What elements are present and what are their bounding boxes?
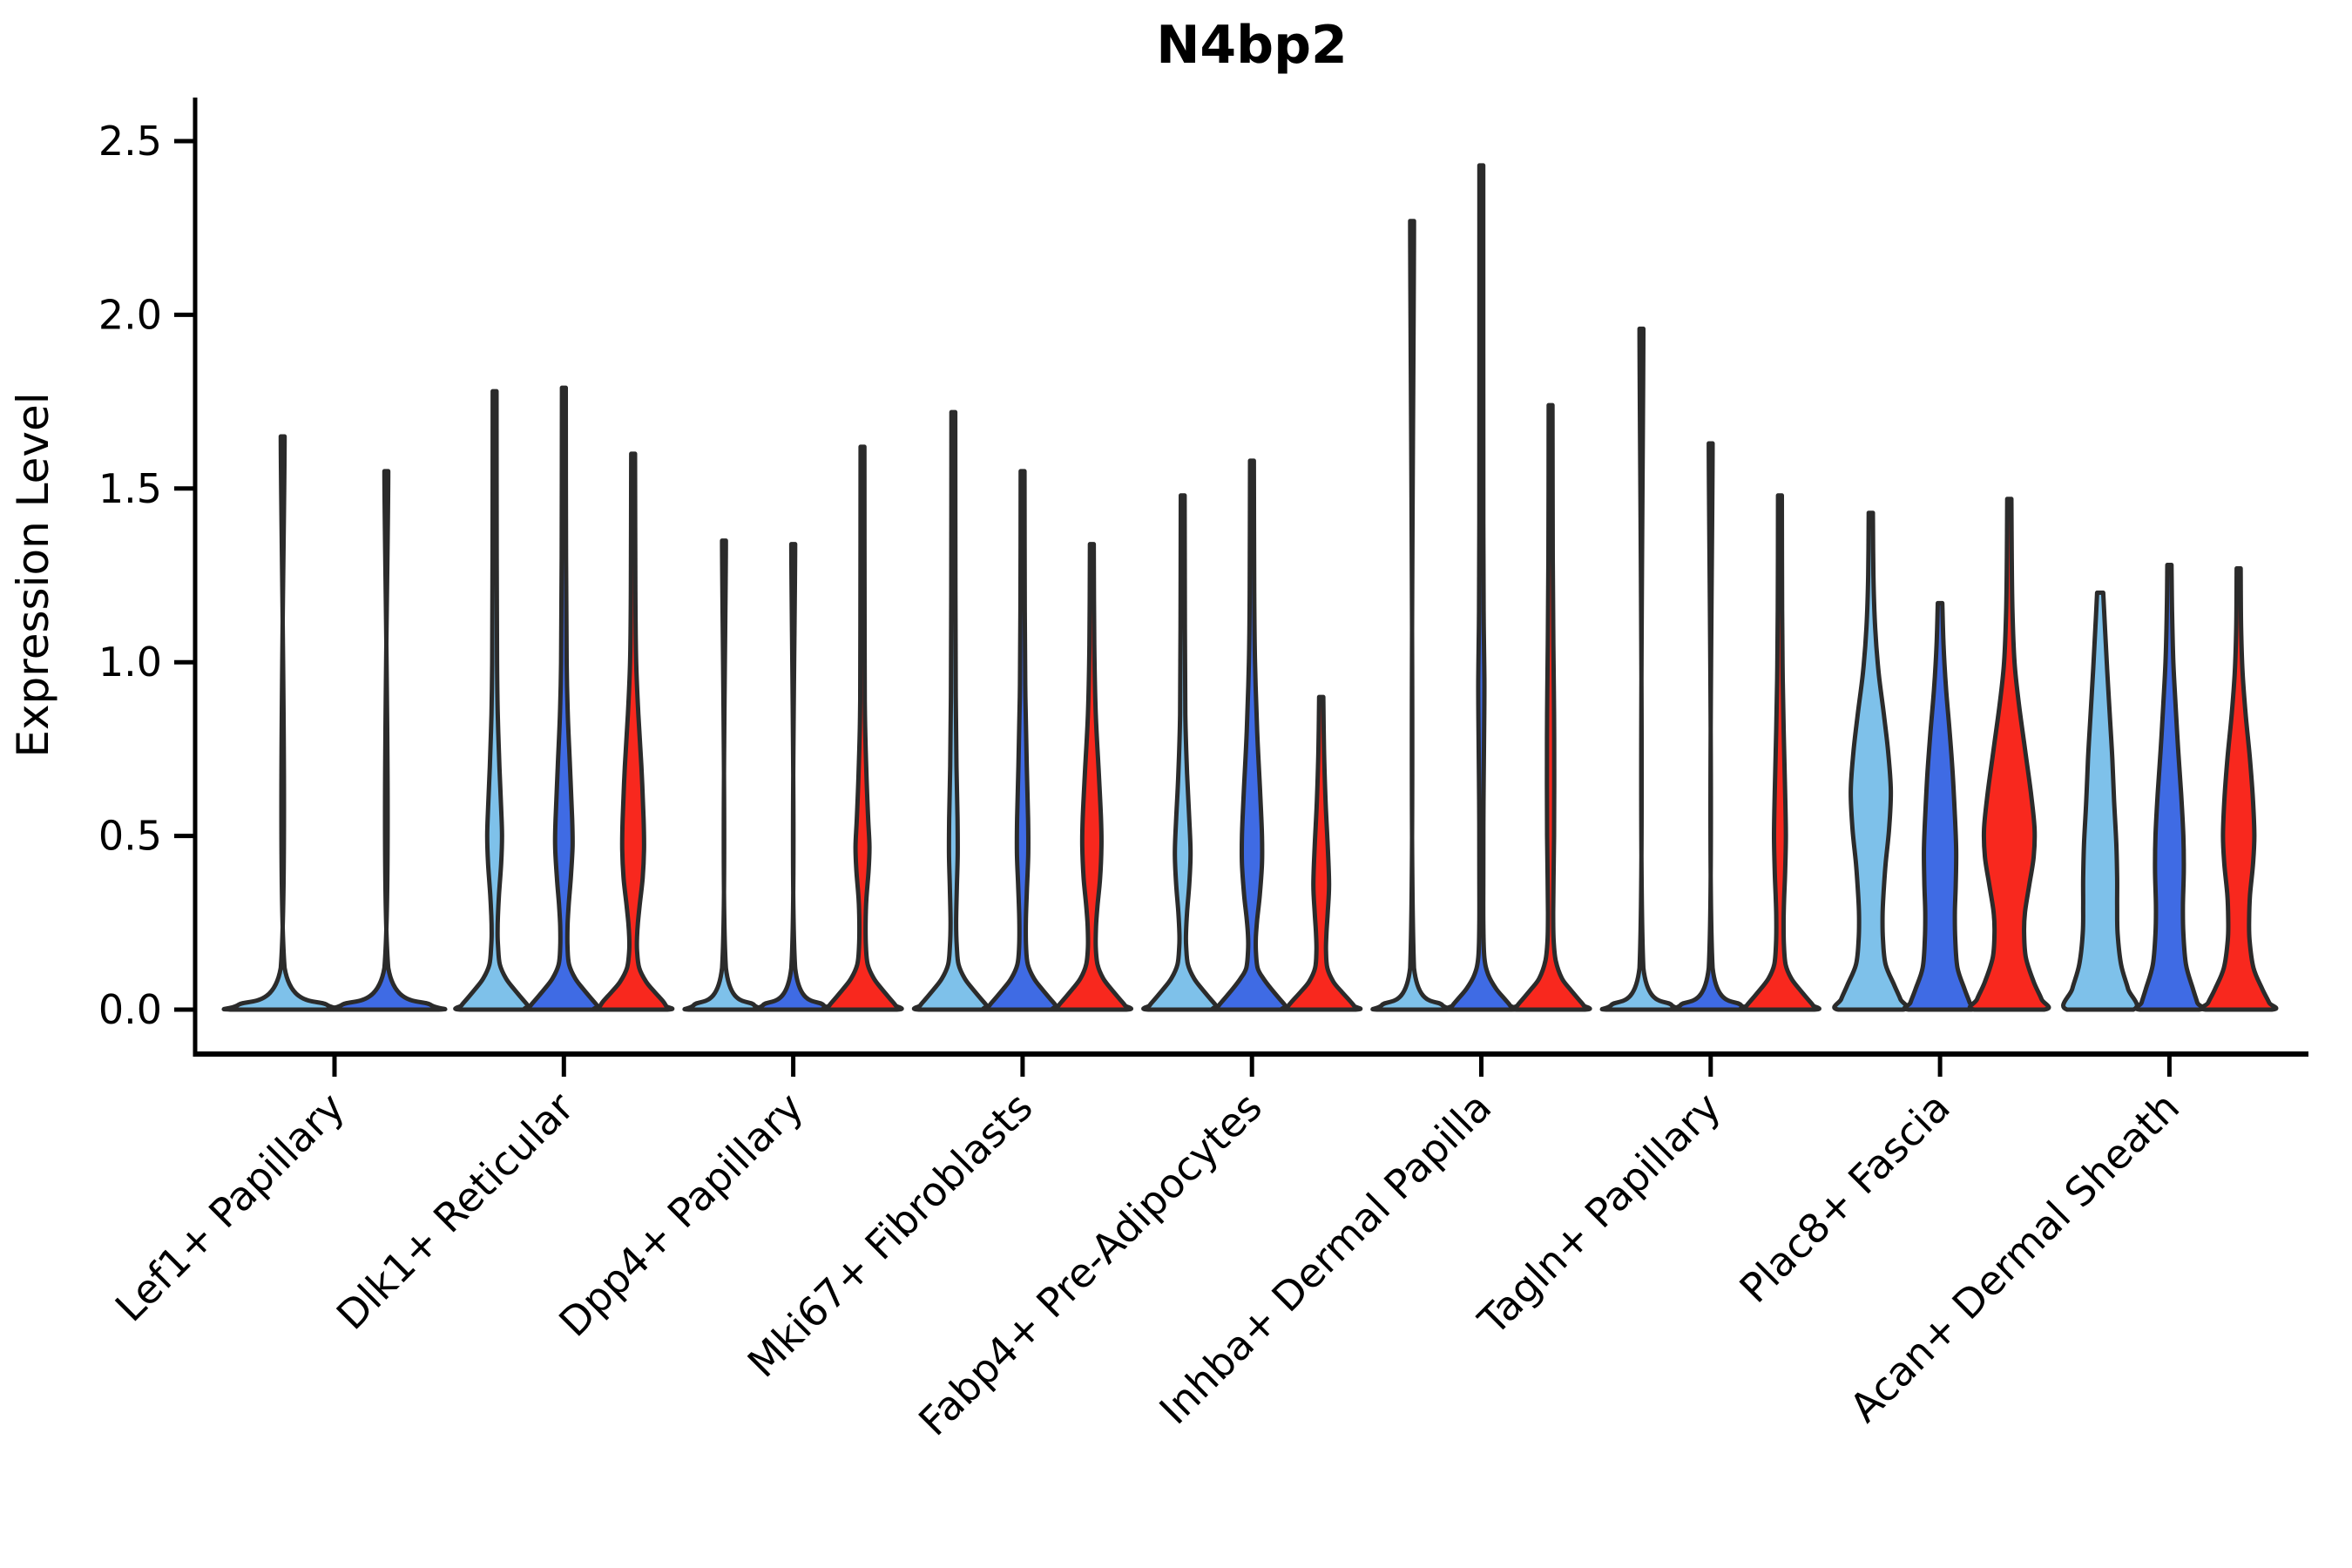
- violin-dark_blue: [751, 542, 835, 1012]
- violin-dark_blue: [1444, 163, 1518, 1012]
- y-tick-label: 1.5: [98, 465, 162, 512]
- x-tick-label: Dpp4+ Papillary: [550, 1084, 812, 1346]
- violin-red: [591, 451, 675, 1012]
- y-tick-label: 2.0: [98, 291, 162, 338]
- violin-light_blue: [1599, 326, 1683, 1012]
- violin-light_blue: [911, 409, 995, 1012]
- violin-group: [1599, 326, 1821, 1012]
- violin-red: [2199, 566, 2279, 1012]
- violin-group: [453, 385, 675, 1012]
- y-tick-label: 0.0: [98, 986, 162, 1033]
- violin-group: [1832, 497, 2051, 1012]
- violin-group: [221, 434, 448, 1012]
- violin-red: [1967, 497, 2051, 1012]
- x-tick-label: Dlk1+ Reticular: [328, 1084, 583, 1339]
- x-tick-label: Tagln+ Papillary: [1469, 1084, 1730, 1345]
- violin-dark_blue: [981, 469, 1064, 1012]
- violin-group: [1141, 458, 1363, 1012]
- violin-red: [1280, 694, 1363, 1012]
- violin-group: [1370, 163, 1592, 1012]
- violin-dark_blue: [522, 385, 605, 1012]
- x-tick-label: Lef1+ Papillary: [106, 1084, 354, 1331]
- violin-red: [1050, 542, 1133, 1012]
- violin-red: [821, 444, 904, 1012]
- violin-dark_blue: [1902, 600, 1978, 1012]
- violin-light_blue: [682, 538, 766, 1012]
- violin-dark_blue: [1210, 458, 1294, 1012]
- plot-title: N4bp2: [1156, 15, 1348, 76]
- y-tick-label: 0.5: [98, 813, 162, 860]
- violin-red: [1738, 493, 1821, 1012]
- violin-light_blue: [1141, 493, 1225, 1012]
- violin-red: [1509, 402, 1592, 1012]
- violin-light_blue: [221, 434, 344, 1012]
- violin-dark_blue: [325, 469, 448, 1012]
- y-tick-label: 2.5: [98, 118, 162, 165]
- violin-group: [911, 409, 1133, 1012]
- violin-light_blue: [1832, 510, 1909, 1012]
- violin-light_blue: [2061, 590, 2139, 1012]
- violin-light_blue: [1370, 219, 1454, 1012]
- x-tick-label: Plac8+ Fascia: [1730, 1084, 1958, 1312]
- violin-dark_blue: [2133, 563, 2206, 1012]
- y-axis-label: Expression Level: [8, 392, 58, 757]
- violin-group: [682, 444, 904, 1012]
- violin-dark_blue: [1669, 441, 1753, 1012]
- violin-group: [2061, 563, 2279, 1012]
- y-tick-label: 1.0: [98, 639, 162, 686]
- violins-layer: [221, 163, 2279, 1012]
- violin-light_blue: [453, 389, 537, 1012]
